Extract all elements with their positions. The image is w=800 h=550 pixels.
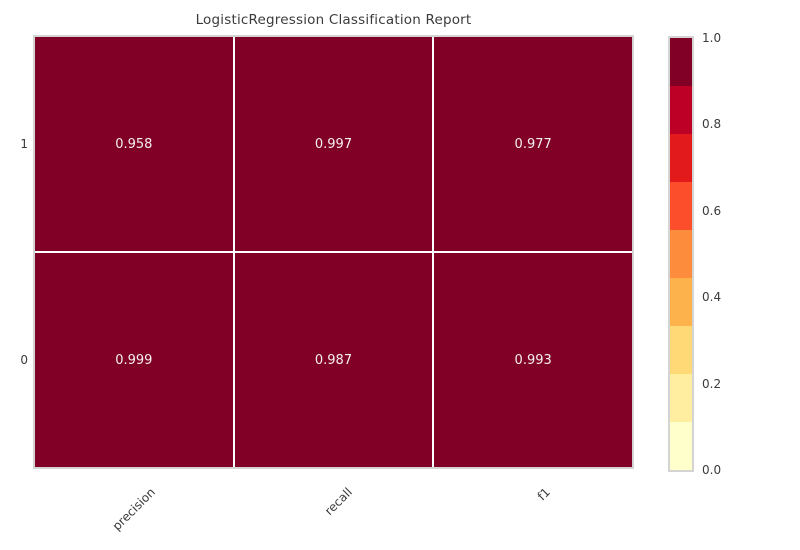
colorbar-tick-label: 0.8 [702, 117, 722, 131]
colorbar-band [670, 182, 692, 230]
colorbar-tick-label: 1.0 [702, 31, 722, 45]
colorbar-band [670, 86, 692, 134]
colorbar-tick-label: 0.2 [702, 377, 722, 391]
colorbar-band [670, 134, 692, 182]
colorbar-tick-label: 0.6 [702, 204, 722, 218]
colorbar-band [670, 374, 692, 422]
colorbar-band [670, 278, 692, 326]
heatmap-cell-class0-precision: 0.999 [35, 253, 233, 467]
colorbar-band [670, 422, 692, 470]
colorbar-tick-label: 0.0 [702, 463, 722, 477]
x-axis-tick-label-recall: recall [321, 485, 355, 519]
x-axis-tick-label-f1: f1 [534, 485, 553, 504]
colorbar-tick-label: 0.4 [702, 290, 722, 304]
chart-title: LogisticRegression Classification Report [195, 12, 472, 28]
colorbar-band [670, 230, 692, 278]
heatmap-cell-class1-precision: 0.958 [35, 37, 233, 251]
heatmap-cell-class0-recall: 0.987 [234, 253, 433, 467]
heatmap-grid: 0.958 0.997 0.977 0.999 0.987 0.993 [33, 35, 634, 469]
x-axis-tick-label-precision: precision [109, 485, 158, 534]
heatmap-cell-class1-f1: 0.977 [434, 37, 632, 251]
y-axis-tick-label-class-0: 0 [20, 353, 28, 367]
colorbar-band [670, 38, 692, 86]
colorbar [668, 36, 694, 472]
heatmap-cell-class0-f1: 0.993 [434, 253, 632, 467]
heatmap-cell-class1-recall: 0.997 [234, 37, 433, 251]
y-axis-tick-label-class-1: 1 [20, 137, 28, 151]
colorbar-band [670, 326, 692, 374]
